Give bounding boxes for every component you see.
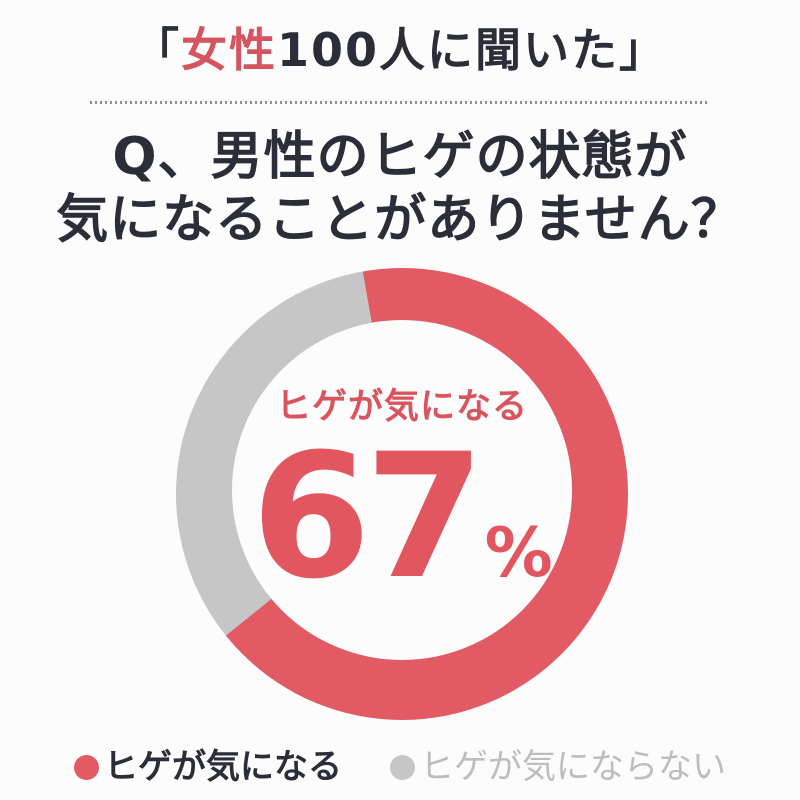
dotted-divider xyxy=(90,101,710,104)
legend-dot-icon xyxy=(390,755,415,781)
donut-center-value-row: 67 % xyxy=(251,415,553,617)
question-line-2: 気になることがありません？ xyxy=(56,190,744,251)
question-title: Q、男性のヒゲの状態が 気になることがありません？ xyxy=(0,126,800,253)
donut-hole: ヒゲが気になる 67 % xyxy=(232,320,572,660)
donut-center-value: 67 xyxy=(251,415,484,617)
page-title: 「女性100人に聞いた」 xyxy=(0,24,800,77)
legend: ヒゲが気になる ヒゲが気にならない xyxy=(0,744,800,792)
legend-item-attention: ヒゲが気になる xyxy=(74,744,342,792)
legend-dot-icon xyxy=(74,755,99,781)
donut-chart: ヒゲが気になる 67 % xyxy=(176,268,628,720)
donut-center-unit: % xyxy=(484,513,553,593)
legend-item-no-attention: ヒゲが気にならない xyxy=(390,744,726,792)
title-highlight: 女性 xyxy=(180,23,277,77)
title-bracket-open: 「 xyxy=(132,23,181,77)
legend-label: ヒゲが気になる xyxy=(104,747,342,787)
question-line-1: Q、男性のヒゲの状態が xyxy=(112,127,688,187)
title-rest: 100人に聞いた」 xyxy=(276,23,668,77)
donut-center-label: ヒゲが気になる xyxy=(275,386,528,427)
legend-label: ヒゲが気にならない xyxy=(420,747,726,787)
